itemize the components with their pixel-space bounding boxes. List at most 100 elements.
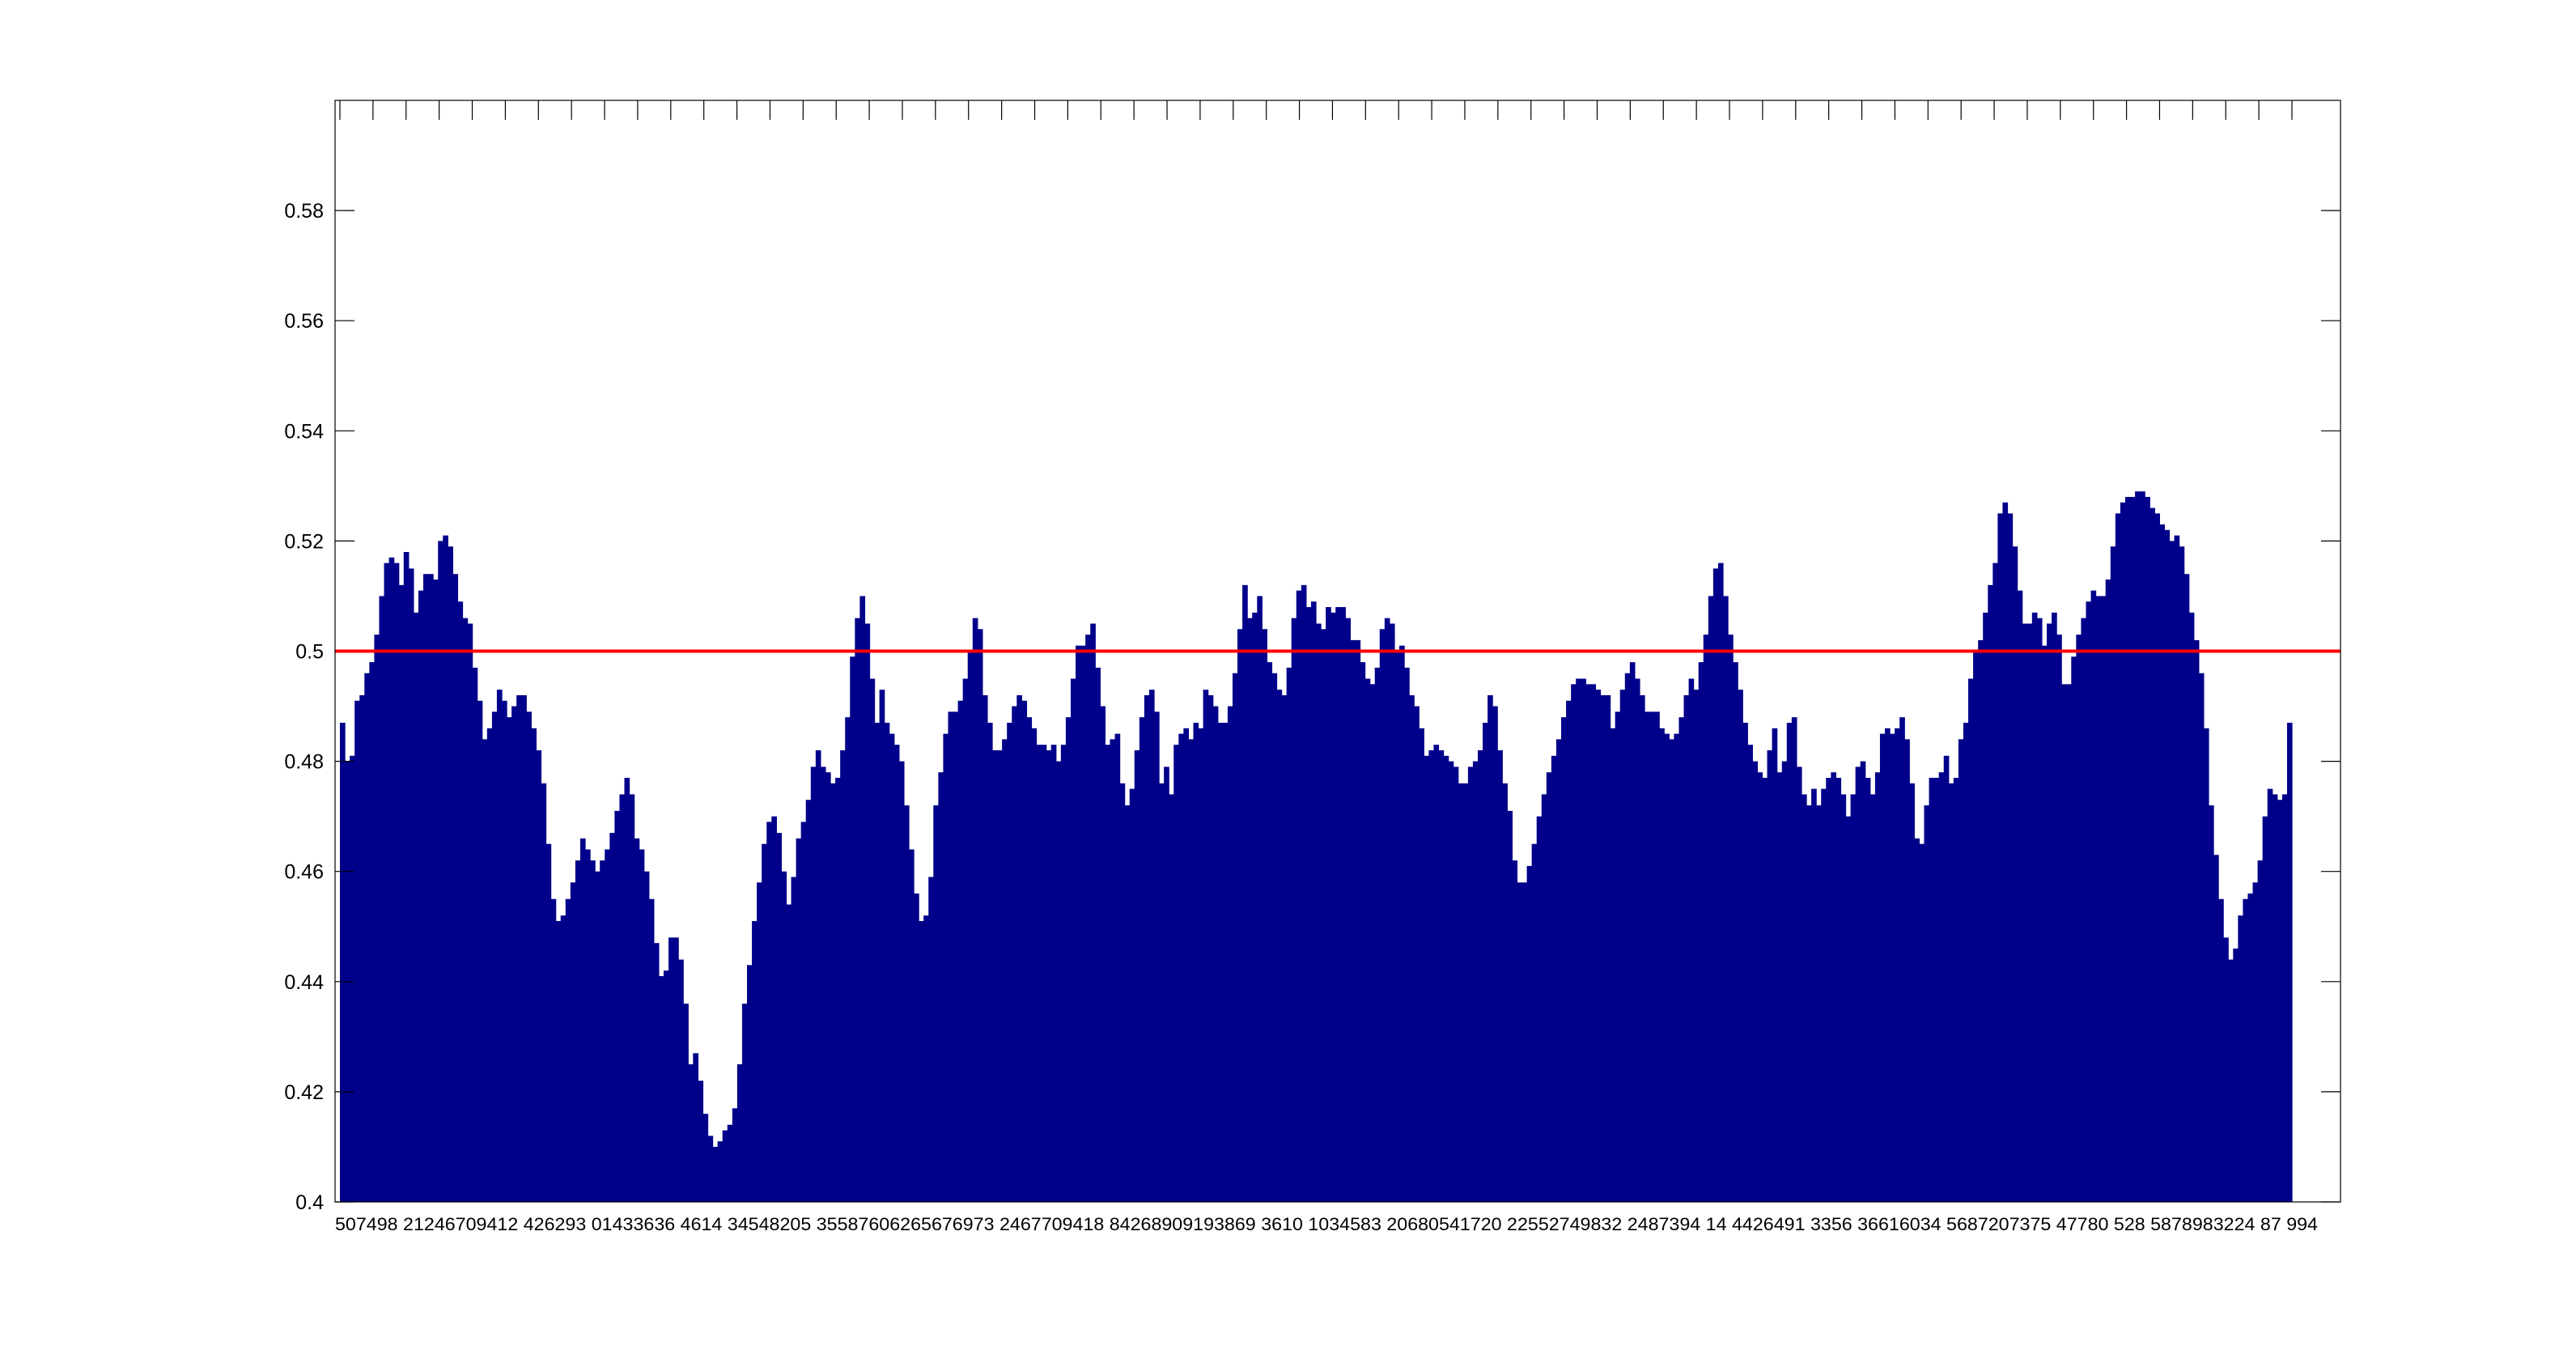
bar <box>1296 590 1302 1202</box>
bar <box>1571 684 1577 1202</box>
bar <box>1257 596 1263 1202</box>
bar <box>1453 766 1459 1202</box>
bar <box>1085 635 1091 1202</box>
bar <box>948 711 954 1202</box>
bar <box>472 667 478 1202</box>
bar <box>2164 529 2171 1202</box>
bar <box>1536 816 1543 1202</box>
bar <box>643 871 650 1202</box>
bar <box>1938 772 1945 1202</box>
bar <box>2115 513 2121 1202</box>
bar <box>1321 629 1326 1202</box>
bar <box>1144 694 1150 1202</box>
bar <box>482 739 488 1202</box>
bar <box>835 778 841 1202</box>
bar <box>702 1114 709 1202</box>
bar <box>1316 623 1322 1202</box>
bar <box>2228 959 2234 1202</box>
bar <box>2262 816 2268 1202</box>
bar <box>2140 491 2145 1202</box>
bar <box>1874 772 1881 1202</box>
bar <box>2007 513 2014 1202</box>
bar <box>2145 496 2150 1202</box>
bar <box>796 838 802 1202</box>
bar <box>403 552 410 1202</box>
bar <box>619 794 626 1202</box>
bar <box>1717 563 1724 1202</box>
bar <box>2208 805 2214 1202</box>
bar <box>413 612 419 1202</box>
bar <box>747 965 753 1202</box>
bar <box>884 722 890 1202</box>
bar <box>1958 739 1964 1202</box>
bar <box>1796 766 1802 1202</box>
bar <box>1595 690 1602 1202</box>
bar <box>1080 645 1086 1202</box>
bar <box>732 1108 738 1202</box>
bar <box>2130 496 2136 1202</box>
bar <box>496 690 503 1202</box>
bar <box>1826 778 1831 1202</box>
bar <box>550 898 557 1202</box>
bar <box>1198 728 1204 1202</box>
bar <box>1335 607 1341 1202</box>
bar <box>1055 761 1062 1202</box>
bar <box>1772 728 1778 1202</box>
bar <box>1159 783 1165 1202</box>
bar <box>1943 755 1950 1202</box>
bar <box>1590 684 1597 1202</box>
bar <box>2095 596 2102 1202</box>
bar <box>1988 584 1993 1202</box>
bar <box>1948 783 1954 1202</box>
bar <box>2046 623 2052 1202</box>
bar <box>1747 745 1753 1202</box>
bar <box>1286 667 1292 1202</box>
bar <box>1212 706 1219 1202</box>
bar <box>2174 535 2180 1202</box>
bar <box>609 833 615 1202</box>
bar <box>590 860 596 1202</box>
bar <box>1576 678 1581 1202</box>
bar <box>2233 948 2239 1202</box>
bar <box>1458 783 1464 1202</box>
y-tick-label: 0.5 <box>295 641 324 664</box>
x-tick-labels: 507498 21246709412 426293 01433636 4614 … <box>335 1214 2318 1234</box>
bar <box>1060 745 1067 1202</box>
bar <box>1502 783 1508 1202</box>
bar <box>2267 788 2273 1202</box>
bar <box>1036 745 1042 1202</box>
bar <box>997 749 1003 1202</box>
bar <box>423 574 429 1202</box>
bar <box>1762 778 1768 1202</box>
bar <box>340 722 346 1202</box>
bar <box>379 596 385 1202</box>
bar <box>914 893 919 1202</box>
bar <box>1404 667 1410 1202</box>
bar <box>374 635 380 1202</box>
bar <box>698 1081 704 1202</box>
bar <box>1026 717 1033 1202</box>
bar <box>1845 816 1852 1202</box>
bar <box>2203 728 2209 1202</box>
y-tick-label: 0.44 <box>284 971 324 994</box>
bar <box>1492 706 1498 1202</box>
bar <box>663 970 669 1202</box>
bar <box>2036 618 2043 1202</box>
bar <box>507 717 512 1202</box>
bar <box>1605 694 1611 1202</box>
bar <box>1483 722 1488 1202</box>
bar <box>1551 755 1557 1202</box>
bar <box>1222 722 1229 1202</box>
bar <box>1399 645 1405 1202</box>
bar <box>2193 639 2200 1202</box>
bar <box>1369 684 1376 1202</box>
bar <box>1693 690 1700 1202</box>
bar <box>1806 805 1812 1202</box>
bar <box>545 843 552 1202</box>
bar <box>2159 524 2166 1202</box>
bar <box>1816 805 1822 1202</box>
bar <box>2090 590 2097 1202</box>
bar <box>467 623 473 1202</box>
bar <box>2052 612 2057 1202</box>
